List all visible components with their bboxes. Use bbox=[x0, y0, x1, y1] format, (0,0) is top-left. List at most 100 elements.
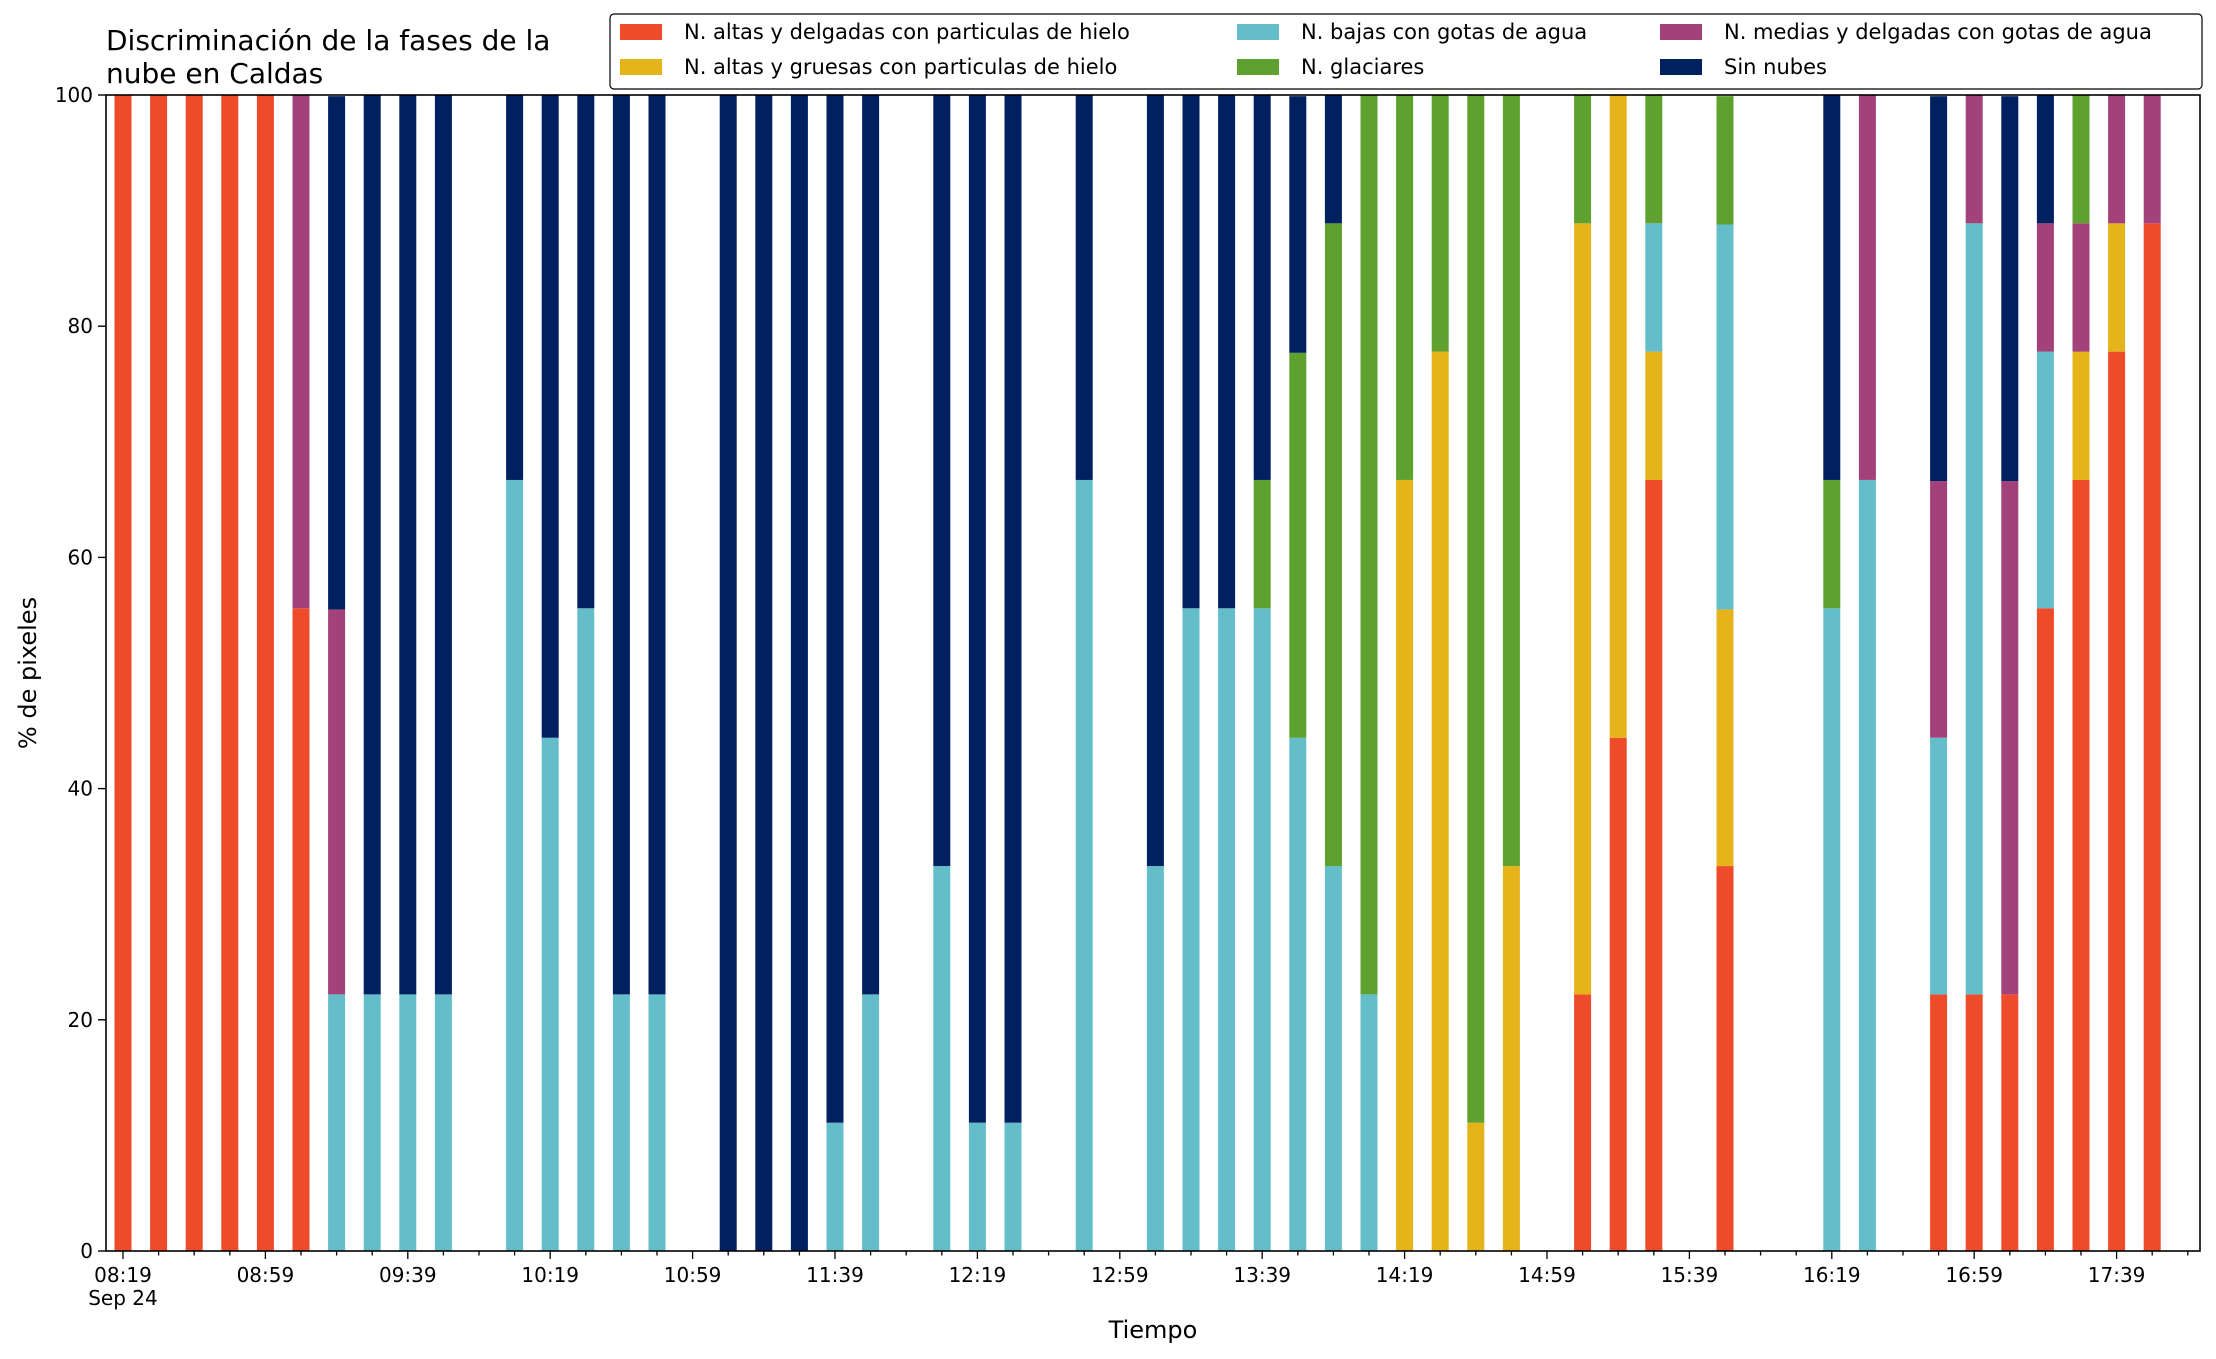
legend-item: Sin nubes bbox=[1660, 55, 1827, 79]
bar-segment-sin-nubes bbox=[541, 95, 559, 738]
bar-segment-sin-nubes bbox=[399, 95, 417, 995]
legend-item: N. medias y delgadas con gotas de agua bbox=[1660, 20, 2152, 44]
bar-stack bbox=[221, 95, 239, 1251]
bar-segment-sin-nubes bbox=[1146, 95, 1164, 867]
bar-segment-glaciares bbox=[1716, 96, 1734, 225]
bar-stack bbox=[256, 95, 274, 1251]
bar-segment-glaciares bbox=[1324, 223, 1342, 867]
legend-label: N. glaciares bbox=[1301, 55, 1424, 79]
bar-segment-bajas-agua bbox=[506, 479, 524, 1251]
bar-segment-medias-agua bbox=[2108, 95, 2126, 224]
bar-segment-sin-nubes bbox=[648, 95, 666, 995]
y-axis: 0 20 40 60 80 100 bbox=[55, 83, 106, 1263]
bar-segment-glaciares bbox=[1396, 95, 1414, 480]
bar-segment-glaciares bbox=[1823, 479, 1841, 609]
legend-swatch bbox=[1660, 24, 1702, 40]
bar-stack bbox=[1645, 95, 1663, 1251]
bar-stack bbox=[1965, 95, 1983, 1251]
bar-segment-altas-gruesas bbox=[1645, 351, 1663, 480]
bar-stack bbox=[1574, 95, 1592, 1251]
y-axis-label: % de pixeles bbox=[14, 597, 42, 749]
bar-stack bbox=[826, 95, 844, 1251]
bar-segment-bajas-agua bbox=[577, 608, 595, 1251]
bar-stack bbox=[1858, 95, 1876, 1251]
bar-segment-sin-nubes bbox=[719, 95, 737, 1251]
chart-title: Discriminación de la fases de la nube en … bbox=[106, 24, 550, 90]
bar-segment-altas-delgadas bbox=[1716, 866, 1734, 1251]
bar-segment-bajas-agua bbox=[1146, 866, 1164, 1251]
bar-segment-glaciares bbox=[1502, 95, 1520, 867]
y-tick-label: 80 bbox=[68, 314, 93, 338]
bar-segment-glaciares bbox=[1574, 95, 1592, 224]
legend-item: N. altas y delgadas con particulas de hi… bbox=[620, 20, 1130, 44]
x-tick-label: 13:39 bbox=[1233, 1263, 1291, 1287]
bar-segment-bajas-agua bbox=[399, 994, 417, 1251]
bar-segment-medias-agua bbox=[2001, 481, 2019, 995]
bar-segment-altas-gruesas bbox=[1574, 223, 1592, 995]
bar-segment-sin-nubes bbox=[1075, 95, 1093, 480]
x-tick-label: 10:19 bbox=[521, 1263, 579, 1287]
legend-swatch bbox=[1660, 59, 1702, 75]
bar-segment-altas-delgadas bbox=[256, 95, 274, 1251]
x-tick-label: 16:19 bbox=[1803, 1263, 1861, 1287]
bar-stack bbox=[150, 95, 168, 1251]
bar-stack bbox=[2001, 96, 2019, 1251]
x-tick-label: 14:19 bbox=[1376, 1263, 1434, 1287]
bar-segment-bajas-agua bbox=[328, 994, 346, 1251]
y-tick-label: 60 bbox=[68, 545, 93, 569]
bar-segment-bajas-agua bbox=[862, 994, 880, 1251]
bar-segment-sin-nubes bbox=[1930, 96, 1948, 482]
bar-segment-altas-gruesas bbox=[2108, 223, 2126, 352]
bar-stack bbox=[434, 95, 452, 1251]
x-axis-label: Tiempo bbox=[1108, 1316, 1198, 1344]
bar-segment-bajas-agua bbox=[1360, 994, 1378, 1251]
bar-segment-bajas-agua bbox=[1218, 608, 1236, 1251]
bar-stack bbox=[1360, 95, 1378, 1251]
bar-segment-medias-agua bbox=[1858, 95, 1876, 480]
bar-stack bbox=[1716, 96, 1734, 1251]
x-tick-label: 08:19 bbox=[94, 1263, 152, 1287]
bar-segment-bajas-agua bbox=[1004, 1122, 1022, 1251]
bar-stack bbox=[648, 95, 666, 1251]
legend-label: Sin nubes bbox=[1724, 55, 1827, 79]
bar-segment-altas-delgadas bbox=[1609, 737, 1627, 1251]
bar-stack bbox=[968, 95, 986, 1251]
bar-segment-bajas-agua bbox=[648, 994, 666, 1251]
bar-segment-altas-gruesas bbox=[1431, 351, 1449, 1251]
bar-segment-sin-nubes bbox=[1004, 95, 1022, 1123]
bar-segment-bajas-agua bbox=[1930, 737, 1948, 995]
bar-stack bbox=[1930, 96, 1948, 1251]
bar-segment-sin-nubes bbox=[755, 95, 773, 1251]
bar-segment-glaciares bbox=[1289, 352, 1307, 738]
x-tick-label: 14:59 bbox=[1518, 1263, 1576, 1287]
bar-segment-medias-agua bbox=[2036, 223, 2054, 352]
bar-segment-altas-delgadas bbox=[2072, 479, 2090, 1251]
bar-segment-bajas-agua bbox=[434, 994, 452, 1251]
bar-segment-medias-agua bbox=[2143, 95, 2161, 224]
legend: N. altas y delgadas con particulas de hi… bbox=[609, 13, 2203, 90]
legend-label: N. medias y delgadas con gotas de agua bbox=[1724, 20, 2152, 44]
bar-segment-bajas-agua bbox=[1965, 223, 1983, 995]
bar-segment-bajas-agua bbox=[1289, 737, 1307, 1251]
bar-segment-sin-nubes bbox=[2001, 96, 2019, 482]
bar-segment-medias-agua bbox=[2072, 223, 2090, 352]
bar-segment-medias-agua bbox=[292, 95, 310, 609]
bar-segment-altas-delgadas bbox=[2108, 351, 2126, 1251]
bar-segment-bajas-agua bbox=[363, 994, 381, 1251]
bar-stack bbox=[933, 95, 951, 1251]
bar-segment-sin-nubes bbox=[2036, 95, 2054, 224]
bar-segment-sin-nubes bbox=[1182, 95, 1200, 609]
bar-segment-bajas-agua bbox=[612, 994, 630, 1251]
bar-segment-bajas-agua bbox=[1823, 608, 1841, 1251]
bar-stack bbox=[292, 95, 310, 1251]
y-tick-label: 40 bbox=[68, 777, 93, 801]
bar-segment-altas-delgadas bbox=[2036, 608, 2054, 1251]
bar-segment-sin-nubes bbox=[1823, 95, 1841, 480]
bar-segment-sin-nubes bbox=[933, 95, 951, 867]
bar-segment-sin-nubes bbox=[1218, 95, 1236, 609]
bar-stack bbox=[1289, 96, 1307, 1251]
x-tick-date-label: Sep 24 bbox=[88, 1286, 158, 1310]
chart-title-line: nube en Caldas bbox=[106, 57, 323, 90]
bar-segment-glaciares bbox=[1253, 479, 1271, 609]
